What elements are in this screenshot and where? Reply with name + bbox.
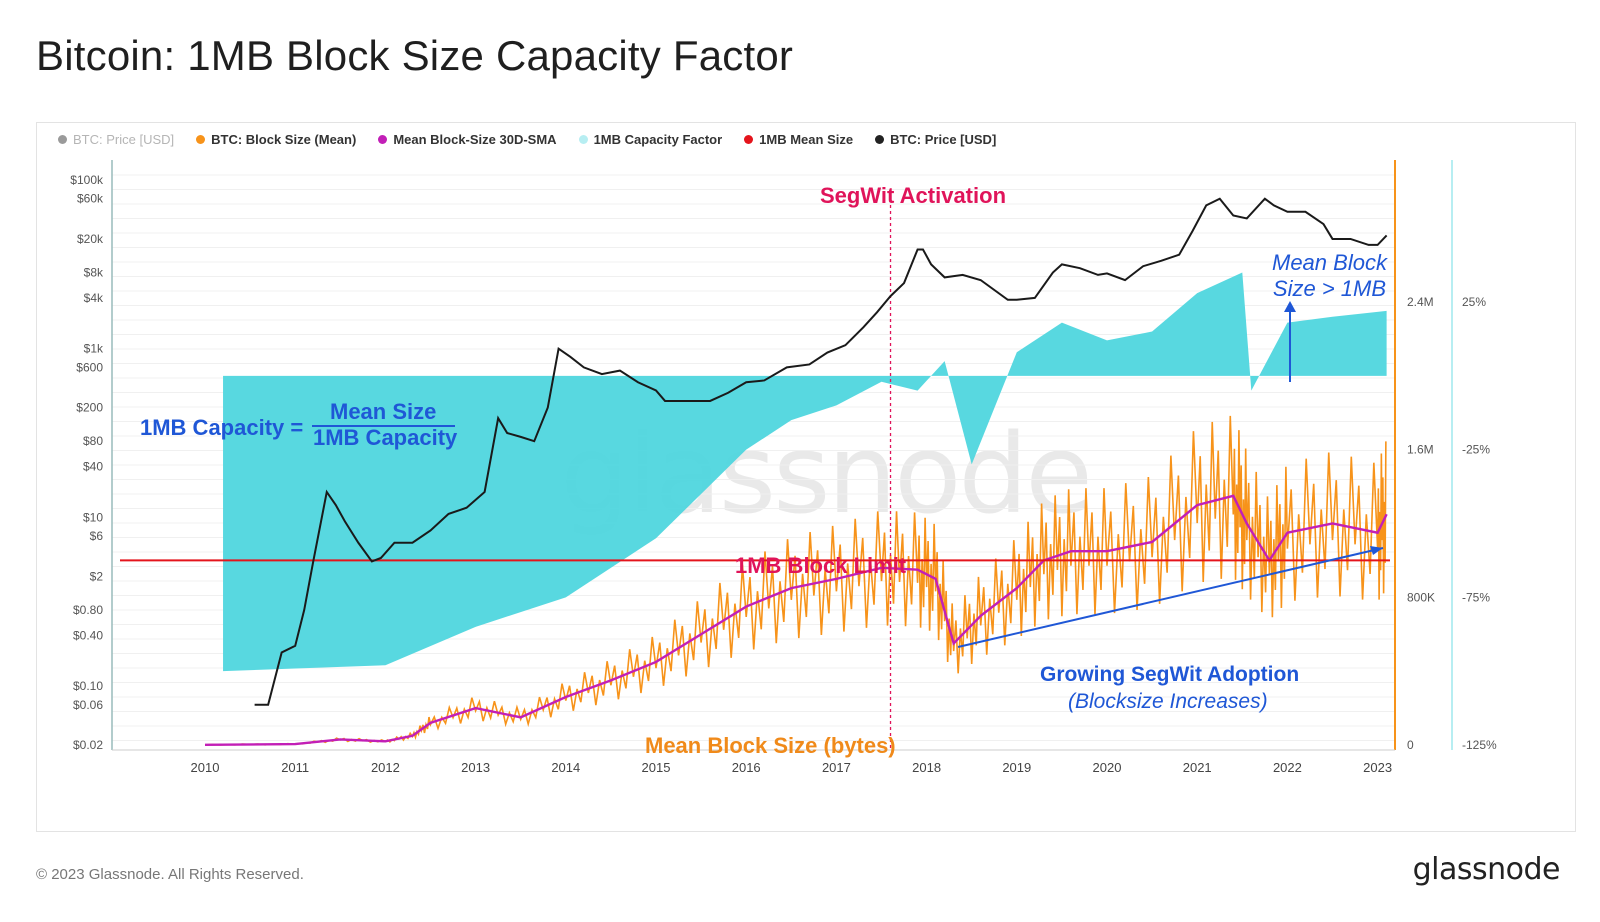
annotation-mean-block: Mean Block Size > 1MB — [1272, 250, 1387, 302]
y-tick-label-price: $0.40 — [73, 628, 103, 642]
y-tick-label-capacity: -25% — [1462, 443, 1490, 457]
segwit-adoption-arrow — [957, 547, 1384, 648]
legend-item-price-muted[interactable]: BTC: Price [USD] — [58, 132, 174, 147]
price-line — [254, 197, 1388, 706]
annotation-growing-sub: (Blocksize Increases) — [1068, 690, 1268, 713]
y-tick-label-price: $2 — [90, 569, 104, 583]
legend-dot — [58, 135, 67, 144]
y-tick-label-blocksize: 0 — [1407, 738, 1414, 752]
y-tick-label-price: $4k — [84, 291, 104, 305]
x-tick-label: 2013 — [461, 760, 490, 775]
x-tick-label: 2017 — [822, 760, 851, 775]
formula-left: 1MB Capacity = — [140, 415, 304, 440]
y-tick-label-capacity: 25% — [1462, 295, 1486, 309]
x-tick-label: 2012 — [371, 760, 400, 775]
legend-item-price[interactable]: BTC: Price [USD] — [875, 132, 996, 147]
y-tick-label-price: $0.06 — [73, 698, 103, 712]
formula-fraction-bar — [312, 425, 455, 427]
legend-label: BTC: Block Size (Mean) — [211, 132, 357, 147]
y-tick-label-price: $6 — [90, 529, 104, 543]
block-size-sma-line — [204, 494, 1388, 747]
x-tick-label: 2014 — [551, 760, 580, 775]
legend-item-capacity[interactable]: 1MB Capacity Factor — [578, 132, 723, 147]
legend-dot — [578, 135, 588, 144]
y-tick-label-price: $0.10 — [73, 679, 103, 693]
y-tick-label-price: $0.02 — [73, 738, 103, 752]
footer-brand-logo: glassnode — [1412, 852, 1561, 887]
legend-label: BTC: Price [USD] — [73, 132, 175, 147]
y-tick-label-price: $100k — [70, 173, 104, 187]
legend: BTC: Price [USD] BTC: Block Size (Mean) … — [58, 132, 996, 147]
formula-denominator: 1MB Capacity — [313, 425, 458, 450]
legend-label: 1MB Capacity Factor — [593, 132, 723, 147]
capacity-factor-area — [223, 272, 1387, 672]
x-tick-label: 2015 — [642, 760, 671, 775]
y-tick-label-price: $0.80 — [73, 603, 103, 617]
annotation-mean-block-size: Mean Block Size (bytes) — [645, 733, 896, 758]
legend-item-block-size[interactable]: BTC: Block Size (Mean) — [196, 132, 356, 147]
x-tick-label: 2016 — [732, 760, 761, 775]
x-tick-label: 2019 — [1002, 760, 1031, 775]
annotation-mean-block-line2: Size > 1MB — [1272, 276, 1387, 301]
x-tick-label: 2023 — [1363, 760, 1392, 775]
mean-block-arrowhead — [1284, 301, 1296, 312]
legend-dot — [196, 135, 206, 144]
y-tick-label-price: $600 — [76, 360, 103, 374]
legend-dot — [378, 135, 388, 144]
y-tick-label-price: $200 — [76, 401, 103, 415]
legend-dot — [744, 135, 754, 144]
annotation-mean-block-line1: Mean Block — [1272, 250, 1387, 275]
page-title: Bitcoin: 1MB Block Size Capacity Factor — [36, 32, 794, 79]
y-tick-label-price: $1k — [84, 342, 104, 356]
y-tick-label-price: $8k — [84, 266, 104, 280]
segwit-adoption-arrowhead — [1370, 546, 1383, 555]
x-tick-label: 2018 — [912, 760, 941, 775]
y-tick-label-capacity: -75% — [1462, 590, 1490, 604]
y-tick-label-blocksize: 1.6M — [1407, 443, 1434, 457]
y-tick-label-price: $80 — [83, 434, 103, 448]
annotation-segwit: SegWit Activation — [820, 183, 1007, 208]
formula-numerator: Mean Size — [330, 399, 437, 424]
annotation-limit: 1MB Block Limit — [735, 553, 907, 578]
block-size-line — [204, 415, 1387, 746]
y-tick-label-price: $60k — [77, 192, 104, 206]
x-tick-label: 2011 — [281, 760, 309, 775]
x-tick-label: 2021 — [1183, 760, 1212, 775]
legend-item-sma[interactable]: Mean Block-Size 30D-SMA — [378, 132, 557, 147]
legend-item-limit[interactable]: 1MB Mean Size — [744, 132, 853, 147]
annotation-growing: Growing SegWit Adoption — [1040, 663, 1300, 686]
x-tick-label: 2020 — [1093, 760, 1122, 775]
y-tick-label-price: $10 — [83, 510, 103, 524]
y-tick-label-blocksize: 800K — [1407, 590, 1435, 604]
y-tick-label-capacity: -125% — [1462, 738, 1497, 752]
y-tick-label-price: $40 — [83, 460, 103, 474]
y-tick-label-blocksize: 2.4M — [1407, 295, 1434, 309]
x-tick-label: 2022 — [1273, 760, 1302, 775]
footer-copyright: © 2023 Glassnode. All Rights Reserved. — [36, 866, 304, 883]
legend-label: BTC: Price [USD] — [890, 132, 997, 147]
legend-label: Mean Block-Size 30D-SMA — [393, 132, 557, 147]
y-tick-label-price: $20k — [77, 232, 104, 246]
legend-dot — [875, 135, 885, 144]
x-tick-label: 2010 — [191, 760, 220, 775]
legend-label: 1MB Mean Size — [759, 132, 854, 147]
